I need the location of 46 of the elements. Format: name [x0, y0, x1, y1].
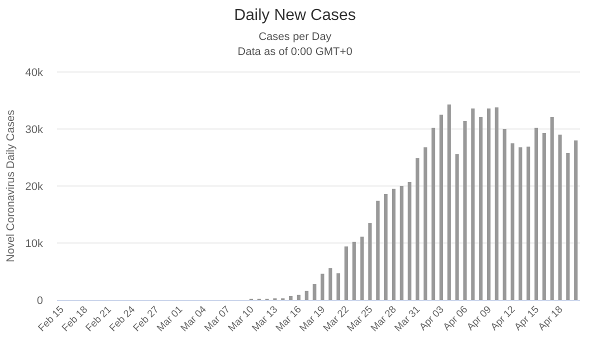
- bar: [336, 273, 340, 300]
- bar: [384, 194, 388, 300]
- bar: [502, 129, 506, 300]
- bar: [368, 223, 372, 300]
- bar: [439, 114, 444, 300]
- x-tick-label: Apr 18: [536, 304, 566, 333]
- chart-title: Daily New Cases: [234, 7, 356, 24]
- y-tick-label: 20k: [25, 181, 44, 193]
- y-axis-title: Novel Coronavirus Daily Cases: [5, 109, 17, 262]
- bar: [352, 242, 356, 300]
- bar: [494, 107, 498, 300]
- bar: [526, 146, 530, 300]
- chart-subtitle: Cases per Day Data as of 0:00 GMT+0: [238, 31, 352, 58]
- bar: [455, 154, 459, 300]
- bar: [312, 284, 316, 300]
- y-tick-label: 40k: [25, 67, 44, 79]
- bar: [534, 128, 538, 300]
- bar: [550, 117, 554, 300]
- bar: [471, 108, 475, 300]
- bar: [400, 186, 404, 300]
- bar: [463, 121, 467, 300]
- bar: [304, 290, 308, 300]
- bar: [510, 143, 514, 300]
- y-tick-label: 10k: [25, 238, 44, 250]
- bar: [376, 200, 380, 300]
- bar: [296, 294, 300, 300]
- y-tick-label: 0: [36, 295, 43, 307]
- bar: [447, 104, 451, 300]
- bar: [479, 117, 483, 300]
- bar: [542, 132, 546, 300]
- bar: [432, 128, 436, 300]
- y-tick-label: 30k: [25, 124, 44, 136]
- bar: [486, 108, 491, 300]
- bar: [344, 246, 348, 300]
- bar: [566, 152, 570, 300]
- bar: [360, 236, 364, 300]
- bar: [518, 147, 522, 300]
- bar: [558, 134, 562, 300]
- bar: [328, 268, 332, 300]
- bar: [408, 182, 412, 300]
- bar: [574, 140, 578, 300]
- bar: [289, 296, 293, 300]
- bar: [320, 274, 324, 300]
- bar: [416, 158, 420, 300]
- bar: [424, 147, 428, 300]
- bar: [392, 188, 396, 300]
